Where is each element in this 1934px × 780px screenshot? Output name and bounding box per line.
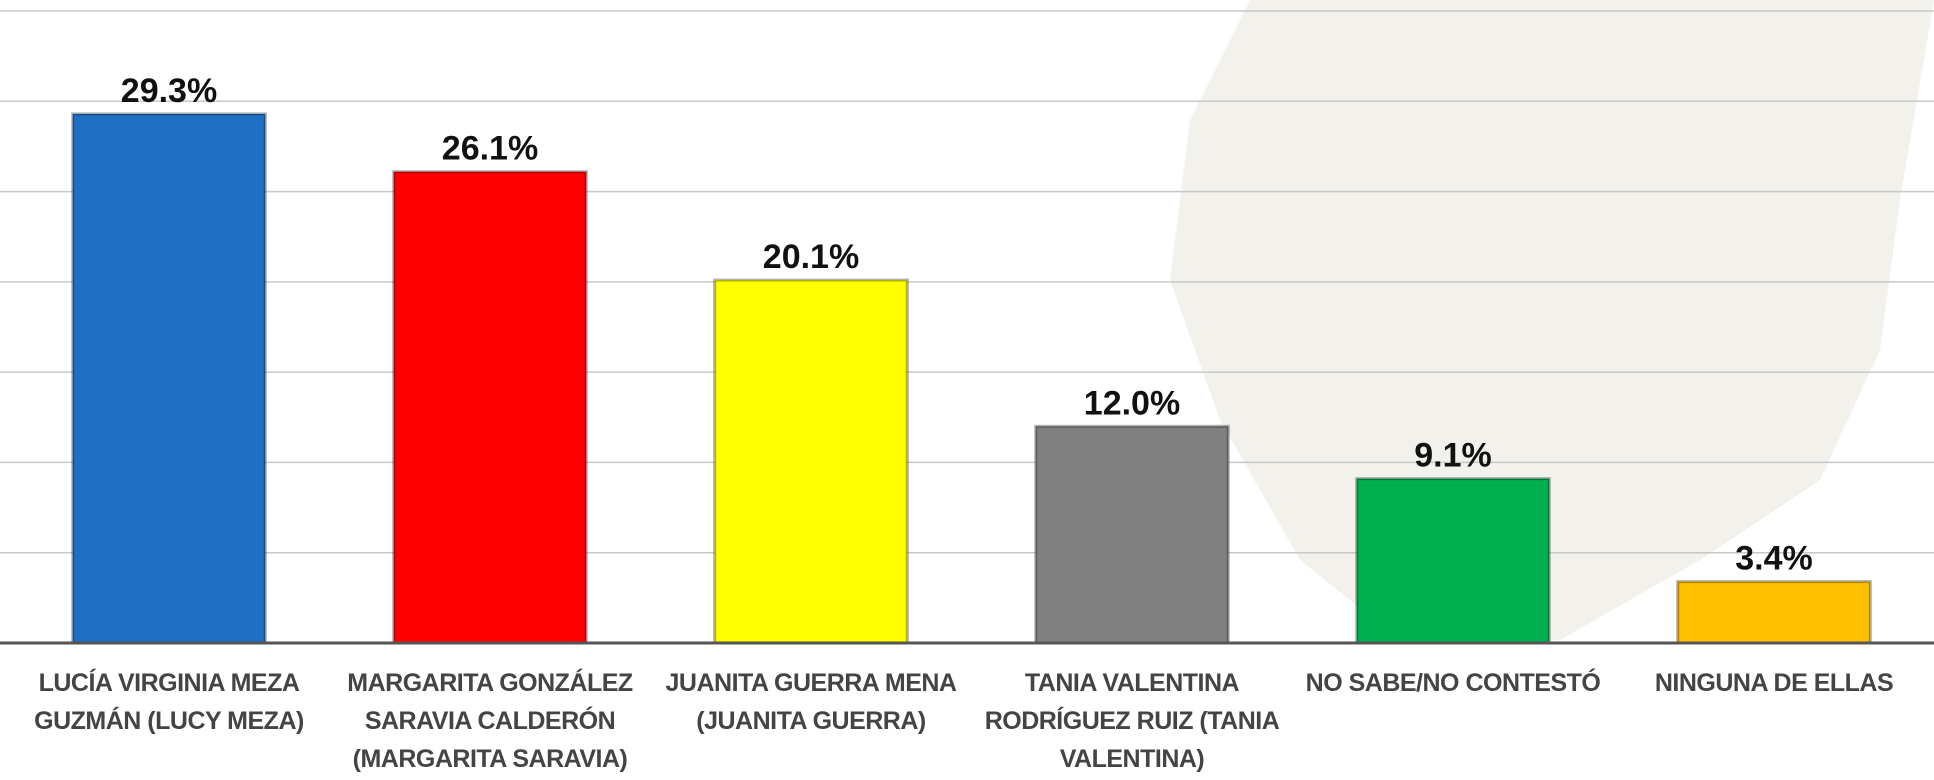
x-tick-label: MARGARITA GONZÁLEZ SARAVIA CALDERÓN (MAR…: [347, 669, 633, 773]
x-tick-label: TANIA VALENTINA RODRÍGUEZ RUIZ (TANIA VA…: [984, 669, 1280, 773]
value-label: 9.1%: [1414, 437, 1492, 475]
x-tick-label: NO SABE/NO CONTESTÓ: [1305, 669, 1601, 697]
x-tick-label: JUANITA GUERRA MENA (JUANITA GUERRA): [665, 669, 957, 735]
value-label: 12.0%: [1084, 384, 1180, 422]
x-tick-label: NINGUNA DE ELLAS: [1654, 669, 1894, 697]
value-label: 29.3%: [121, 72, 217, 110]
bar: [1355, 477, 1551, 645]
value-label: 20.1%: [763, 238, 859, 276]
value-label: 3.4%: [1735, 540, 1813, 578]
bar: [392, 170, 588, 645]
bar: [71, 112, 267, 645]
value-label: 26.1%: [442, 130, 538, 168]
bar: [1676, 580, 1872, 645]
x-tick-label: LUCÍA VIRGINIA MEZA GUZMÁN (LUCY MEZA): [34, 669, 304, 735]
map-background: [1170, 0, 1934, 640]
bar: [713, 278, 909, 645]
bar: [1034, 424, 1230, 645]
